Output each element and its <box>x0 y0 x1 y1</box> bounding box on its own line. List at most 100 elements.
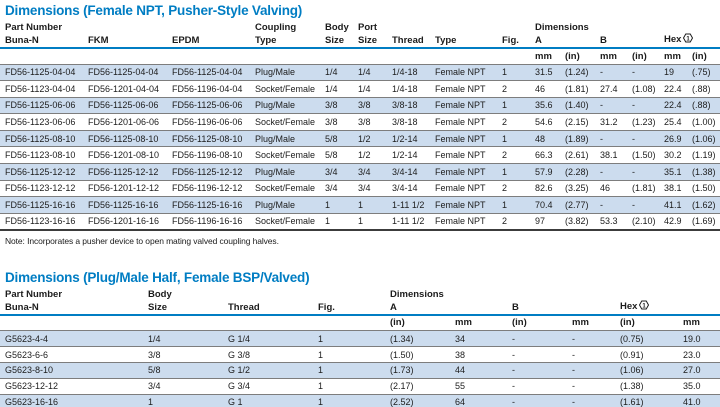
table-cell: 3/4 <box>148 378 228 395</box>
table-cell: 1 <box>318 394 390 407</box>
table-cell: (0.75) <box>620 330 683 348</box>
table-cell: - <box>632 196 664 214</box>
table-cell: (1.38) <box>692 163 720 181</box>
table-cell: 3/4-14 <box>392 180 435 198</box>
table-cell: 23.0 <box>683 346 720 364</box>
table-cell: 3/4 <box>325 180 358 198</box>
table-row: FD56-1123-16-16 FD56-1201-16-16 FD56-1196-… <box>0 213 720 231</box>
table-cell: 1 <box>502 130 535 148</box>
table-cell: 19 <box>664 64 692 82</box>
table-cell: FD56-1196-12-12 <box>172 180 255 198</box>
table-cell: Female NPT <box>435 180 502 198</box>
unit-hex-mm: mm <box>683 314 720 332</box>
table-cell: 1/4 <box>325 64 358 82</box>
table-cell: 2 <box>502 180 535 198</box>
table-cell: (1.19) <box>692 146 720 165</box>
table-cell: 3/4 <box>325 163 358 181</box>
table-cell: 1 <box>358 213 392 231</box>
col-header-buna-n: Buna-N <box>0 33 88 49</box>
table1-body: FD56-1125-04-04 FD56-1125-04-04 FD56-1125-… <box>0 64 720 231</box>
table-cell: - <box>572 330 620 348</box>
table-cell: - <box>572 362 620 379</box>
table-cell: FD56-1125-08-10 <box>88 130 172 148</box>
table-cell: FD56-1123-12-12 <box>0 180 88 198</box>
unit-b-in: (in) <box>632 48 664 65</box>
table-cell: FD56-1196-06-06 <box>172 113 255 131</box>
table-cell: G5623-16-16 <box>0 394 148 407</box>
col-header-dimensions: Dimensions <box>390 288 444 300</box>
table-cell: Female NPT <box>435 97 502 115</box>
table-cell: FD56-1196-08-10 <box>172 146 255 165</box>
table-cell: - <box>600 130 632 148</box>
col-header-coupling-type: Type <box>255 33 325 49</box>
table-row: G5623-12-12 3/4 G 3/4 1 (2.17) 55- - (1.38) 35.0 <box>0 378 720 395</box>
table-cell: 35.6 <box>535 97 565 115</box>
table1-header-row-1: Part Number Coupling Body Port Dimension… <box>0 20 720 33</box>
table-cell: Female NPT <box>435 80 502 98</box>
table-cell: FD56-1201-08-10 <box>88 146 172 165</box>
table-cell: 1 <box>318 362 390 379</box>
table-cell: (1.69) <box>692 213 720 231</box>
table-cell: (2.10) <box>632 213 664 231</box>
table-cell: - <box>512 330 572 348</box>
table-cell: - <box>572 394 620 407</box>
col-header-port: Port <box>358 22 377 33</box>
col-header-dim-b: B <box>600 33 632 49</box>
unit-b-in: (in) <box>512 314 572 332</box>
table-cell: 35.1 <box>664 163 692 181</box>
table1-header-row-2: Buna-N FKM EPDM Type Size Size Thread Ty… <box>0 33 720 49</box>
table-cell: FD56-1196-04-04 <box>172 80 255 98</box>
table-cell: (1.50) <box>390 346 455 364</box>
table-cell: (2.17) <box>390 378 455 395</box>
table-cell: (3.25) <box>565 180 600 198</box>
col-header-epdm: EPDM <box>172 33 255 49</box>
table-cell: 41.0 <box>683 394 720 407</box>
table-cell: Plug/Male <box>255 130 325 148</box>
col-header-part-number: Part Number <box>5 288 63 300</box>
table-cell: 1 <box>502 196 535 214</box>
table-cell: 38 <box>455 346 512 364</box>
table-cell: (1.24) <box>565 64 600 82</box>
table-cell: 66.3 <box>535 146 565 165</box>
table-row: FD56-1125-16-16 FD56-1125-16-16 FD56-1125-… <box>0 196 720 214</box>
table-cell: 1/4 <box>148 330 228 348</box>
table-cell: (1.08) <box>632 80 664 98</box>
table-cell: 3/8-18 <box>392 113 435 131</box>
table2-header-row-2: Buna-N Size Thread Fig. A B Hex 1 <box>0 299 720 316</box>
table-cell: G 1 <box>228 394 318 407</box>
table-cell: (1.40) <box>565 97 600 115</box>
table-cell: Socket/Female <box>255 113 325 131</box>
table-cell: Female NPT <box>435 113 502 131</box>
col-header-body-size: Size <box>325 33 358 49</box>
table-cell: 5/8 <box>325 130 358 148</box>
table2-header: Part Number Body Dimensions Buna-N Size … <box>0 287 720 332</box>
table-cell: G 3/8 <box>228 346 318 364</box>
table-cell: 3/8 <box>358 113 392 131</box>
table-cell: Plug/Male <box>255 196 325 214</box>
table-cell: Socket/Female <box>255 146 325 165</box>
col-header-coupling: Coupling <box>255 22 297 33</box>
table-cell: 34 <box>455 330 512 348</box>
table-cell: (1.50) <box>692 180 720 198</box>
col-header-dim-a: A <box>390 299 455 316</box>
table2-header-row-1: Part Number Body Dimensions <box>0 287 720 300</box>
table-cell: Plug/Male <box>255 163 325 181</box>
table-cell: - <box>600 64 632 82</box>
table-cell: 48 <box>535 130 565 148</box>
table-cell: - <box>632 163 664 181</box>
table-cell: Plug/Male <box>255 64 325 82</box>
table-cell: (3.82) <box>565 213 600 231</box>
table-cell: 1/2 <box>358 130 392 148</box>
table-cell: - <box>572 346 620 364</box>
table-cell: 1 <box>325 213 358 231</box>
table-cell: 70.4 <box>535 196 565 214</box>
table-cell: FD56-1125-16-16 <box>88 196 172 214</box>
table-cell: 3/8 <box>358 97 392 115</box>
table-cell: FD56-1125-08-10 <box>0 130 88 148</box>
table-row: FD56-1125-06-06 FD56-1125-06-06 FD56-1125-… <box>0 97 720 115</box>
unit-b-mm: mm <box>572 314 620 332</box>
table-cell: 3/8 <box>325 97 358 115</box>
table-cell: Plug/Male <box>255 97 325 115</box>
table-cell: 38.1 <box>600 146 632 165</box>
table-cell: FD56-1125-06-06 <box>172 97 255 115</box>
